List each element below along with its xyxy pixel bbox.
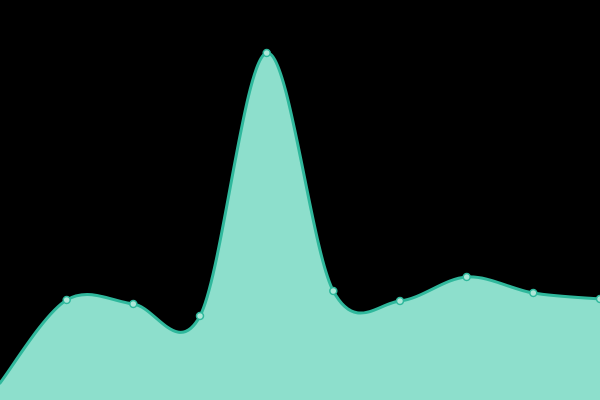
data-point-marker[interactable] — [595, 294, 600, 304]
data-point-marker[interactable] — [395, 296, 405, 306]
data-point-marker[interactable] — [262, 48, 271, 58]
area-fill — [0, 52, 600, 400]
data-point-marker[interactable] — [329, 286, 338, 296]
data-point-marker[interactable] — [529, 288, 538, 298]
data-point-marker[interactable] — [195, 311, 205, 321]
data-point-marker[interactable] — [129, 299, 138, 309]
area-line — [0, 51, 600, 385]
data-point-markers — [62, 48, 600, 321]
data-point-marker[interactable] — [462, 272, 471, 282]
data-point-marker[interactable] — [62, 295, 71, 305]
